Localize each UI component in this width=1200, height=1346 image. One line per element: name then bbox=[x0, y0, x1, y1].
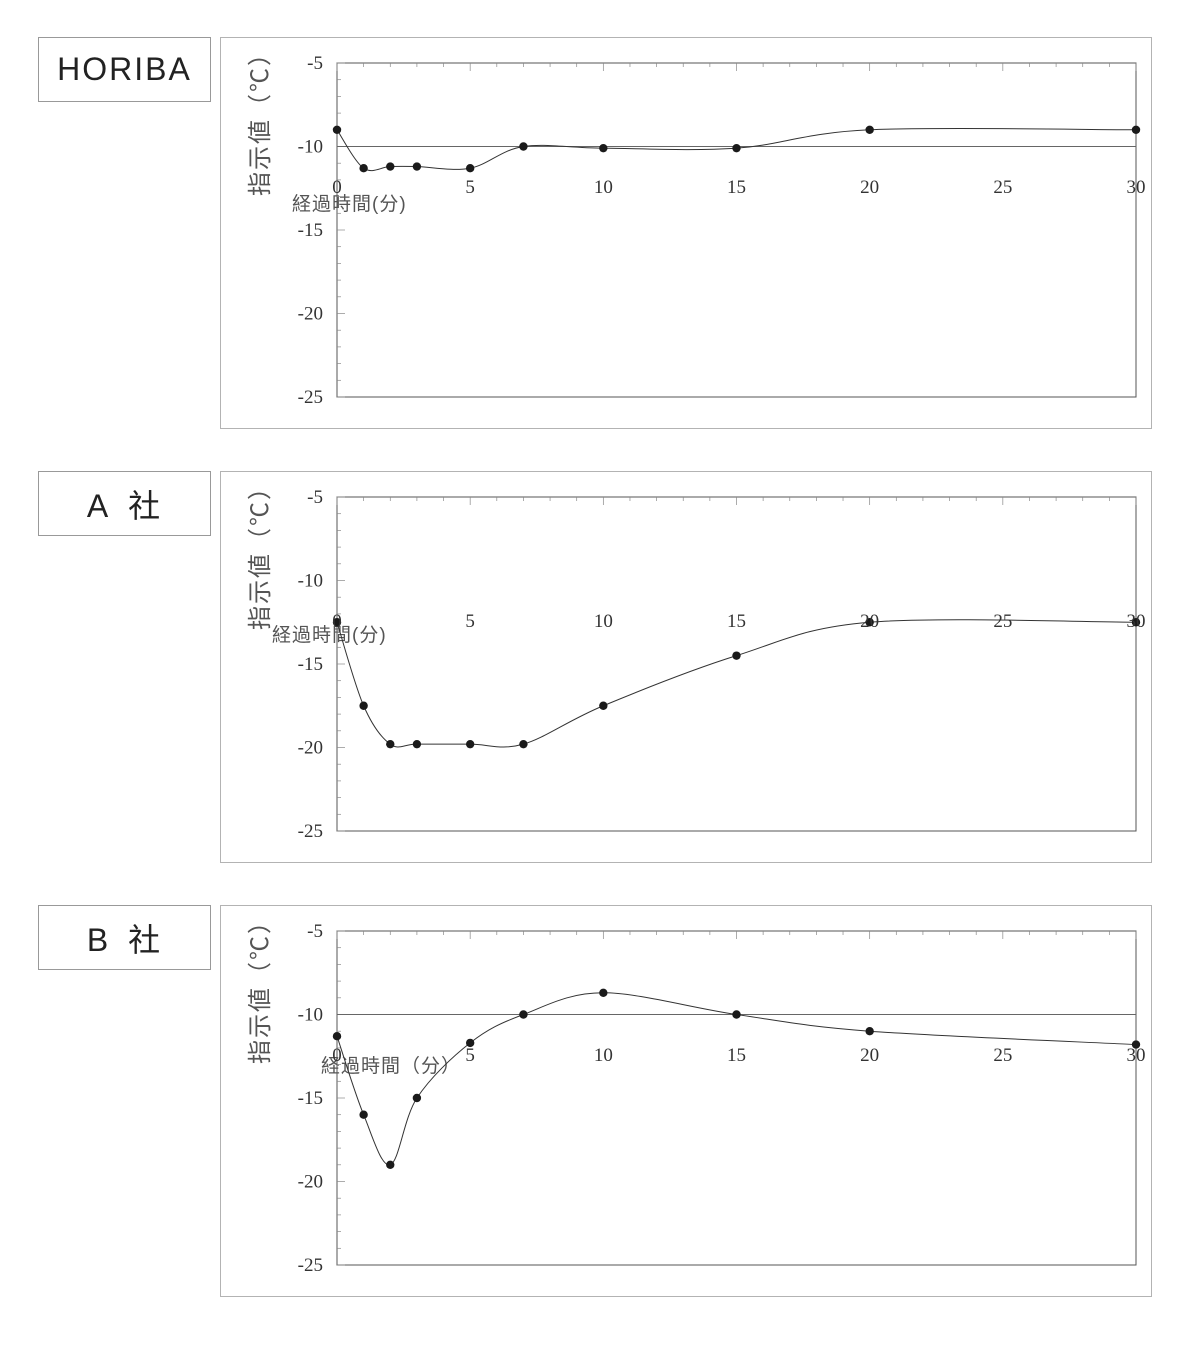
svg-text:0: 0 bbox=[332, 611, 342, 632]
svg-text:-15: -15 bbox=[298, 654, 323, 675]
svg-text:0: 0 bbox=[332, 177, 342, 198]
svg-text:20: 20 bbox=[860, 177, 879, 198]
svg-text:10: 10 bbox=[594, 1045, 613, 1066]
svg-text:25: 25 bbox=[993, 177, 1012, 198]
svg-text:-15: -15 bbox=[298, 1088, 323, 1109]
svg-text:30: 30 bbox=[1127, 177, 1146, 198]
svg-text:10: 10 bbox=[594, 177, 613, 198]
svg-text:25: 25 bbox=[993, 1045, 1012, 1066]
svg-text:-10: -10 bbox=[298, 571, 323, 592]
svg-text:5: 5 bbox=[465, 177, 475, 198]
svg-text:10: 10 bbox=[594, 611, 613, 632]
svg-text:5: 5 bbox=[465, 611, 475, 632]
svg-text:-10: -10 bbox=[298, 1005, 323, 1026]
svg-text:-25: -25 bbox=[298, 821, 323, 842]
svg-text:-5: -5 bbox=[307, 921, 323, 942]
svg-text:30: 30 bbox=[1127, 1045, 1146, 1066]
svg-text:-10: -10 bbox=[298, 137, 323, 158]
svg-text:5: 5 bbox=[465, 1045, 475, 1066]
svg-text:-20: -20 bbox=[298, 1172, 323, 1193]
svg-text:-5: -5 bbox=[307, 53, 323, 74]
svg-text:0: 0 bbox=[332, 1045, 342, 1066]
svg-text:20: 20 bbox=[860, 611, 879, 632]
svg-text:20: 20 bbox=[860, 1045, 879, 1066]
svg-text:-25: -25 bbox=[298, 387, 323, 408]
svg-text:15: 15 bbox=[727, 177, 746, 198]
svg-text:15: 15 bbox=[727, 611, 746, 632]
svg-text:15: 15 bbox=[727, 1045, 746, 1066]
svg-text:30: 30 bbox=[1127, 611, 1146, 632]
svg-text:-15: -15 bbox=[298, 220, 323, 241]
svg-text:-20: -20 bbox=[298, 304, 323, 325]
svg-text:-20: -20 bbox=[298, 738, 323, 759]
svg-text:-25: -25 bbox=[298, 1255, 323, 1276]
svg-text:25: 25 bbox=[993, 611, 1012, 632]
svg-text:-5: -5 bbox=[307, 487, 323, 508]
